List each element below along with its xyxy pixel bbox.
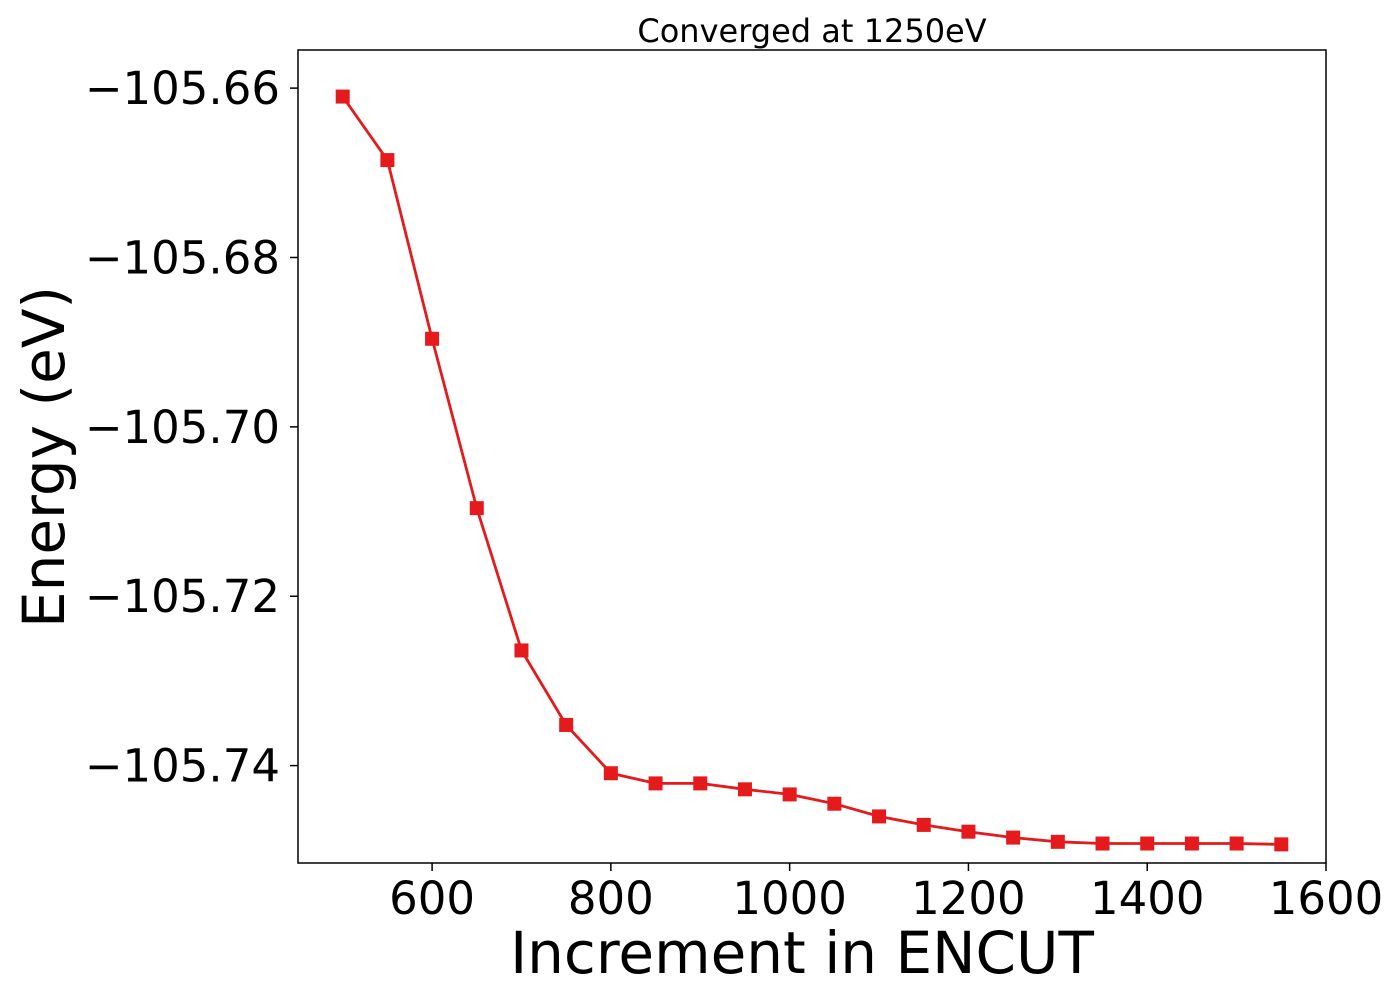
data-point-marker — [514, 643, 529, 658]
y-tick-label: −105.74 — [85, 740, 280, 793]
data-point-marker — [1140, 836, 1155, 851]
data-point-marker — [603, 766, 618, 781]
data-point-marker — [961, 824, 976, 839]
data-point-marker — [827, 796, 842, 811]
data-point-marker — [648, 776, 663, 791]
data-point-marker — [1229, 836, 1244, 851]
x-tick-label: 800 — [568, 872, 654, 925]
data-point-marker — [425, 331, 440, 346]
data-point-marker — [737, 782, 752, 797]
y-axis-label: Energy (eV) — [10, 286, 78, 628]
y-tick-label: −105.72 — [85, 570, 280, 623]
data-point-marker — [1006, 830, 1021, 845]
data-point-marker — [335, 89, 350, 104]
chart-title: Converged at 1250eV — [637, 12, 986, 50]
data-point-marker — [380, 153, 395, 168]
data-point-marker — [1050, 834, 1065, 849]
data-point-marker — [1184, 836, 1199, 851]
plot-frame — [297, 49, 1327, 864]
y-tick-label: −105.70 — [85, 401, 280, 454]
x-tick-label: 1400 — [1090, 872, 1205, 925]
data-point-marker — [469, 501, 484, 516]
data-point-marker — [559, 717, 574, 732]
x-tick-label: 1000 — [732, 872, 847, 925]
data-point-marker — [782, 787, 797, 802]
x-tick-label: 600 — [389, 872, 475, 925]
x-tick-label: 1600 — [1269, 872, 1384, 925]
data-point-marker — [1095, 836, 1110, 851]
data-point-marker — [916, 817, 931, 832]
y-axis-ticks: −105.66 −105.68 −105.70 −105.72 −105.74 — [85, 62, 298, 793]
x-axis-label: Increment in ENCUT — [510, 919, 1094, 987]
series-markers — [335, 89, 1289, 852]
x-axis-ticks: 600 800 1000 1200 1400 1600 — [389, 863, 1383, 925]
data-point-marker — [693, 776, 708, 791]
series-line — [341, 95, 1282, 846]
x-tick-label: 1200 — [911, 872, 1026, 925]
y-tick-label: −105.68 — [85, 231, 280, 284]
y-tick-label: −105.66 — [85, 62, 280, 115]
data-point-marker — [872, 809, 887, 824]
data-point-marker — [1274, 837, 1289, 852]
